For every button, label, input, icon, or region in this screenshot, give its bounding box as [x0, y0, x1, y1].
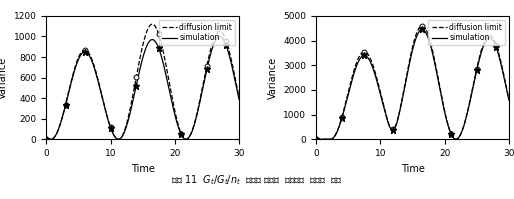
simulation	[465, 109, 471, 111]
simulation	[506, 99, 512, 101]
simulation	[313, 138, 319, 140]
simulation	[500, 73, 506, 75]
Y-axis label: Variance: Variance	[0, 57, 8, 99]
Line: diffusion limit: diffusion limit	[316, 26, 509, 139]
diffusion limit	[323, 138, 329, 140]
diffusion limit	[236, 96, 242, 99]
simulation	[230, 72, 236, 74]
Legend: diffusion limit, simulation: diffusion limit, simulation	[159, 20, 235, 45]
diffusion limit	[137, 57, 143, 59]
simulation	[216, 35, 223, 38]
diffusion limit	[230, 69, 236, 71]
diffusion limit	[506, 98, 512, 100]
simulation	[195, 109, 201, 111]
diffusion limit	[230, 68, 236, 71]
Legend: diffusion limit, simulation: diffusion limit, simulation	[429, 20, 505, 45]
diffusion limit	[149, 23, 155, 25]
diffusion limit	[500, 71, 506, 74]
diffusion limit	[195, 107, 201, 110]
simulation	[500, 73, 506, 76]
diffusion limit	[407, 58, 413, 60]
Line: simulation: simulation	[46, 36, 239, 139]
simulation	[230, 72, 236, 74]
simulation	[43, 138, 49, 140]
simulation	[132, 91, 138, 93]
diffusion limit	[465, 108, 471, 111]
simulation	[401, 86, 408, 88]
Line: diffusion limit: diffusion limit	[46, 24, 239, 139]
Text: 그림 11  $G_t/G_t/n_t$  고객수 분산의  실험값과  근사값  비교: 그림 11 $G_t/G_t/n_t$ 고객수 분산의 실험값과 근사값 비교	[171, 173, 343, 187]
simulation	[407, 60, 413, 63]
diffusion limit	[53, 133, 59, 136]
diffusion limit	[401, 84, 408, 87]
diffusion limit	[500, 72, 506, 74]
simulation	[323, 138, 329, 140]
simulation	[53, 133, 59, 136]
diffusion limit	[43, 138, 49, 140]
diffusion limit	[313, 138, 319, 140]
simulation	[419, 28, 425, 31]
Y-axis label: Variance: Variance	[268, 57, 278, 99]
Line: simulation: simulation	[316, 29, 509, 139]
X-axis label: Time: Time	[131, 164, 155, 174]
X-axis label: Time: Time	[400, 164, 425, 174]
diffusion limit	[419, 25, 425, 27]
diffusion limit	[132, 83, 138, 86]
simulation	[137, 68, 143, 70]
simulation	[236, 98, 242, 100]
